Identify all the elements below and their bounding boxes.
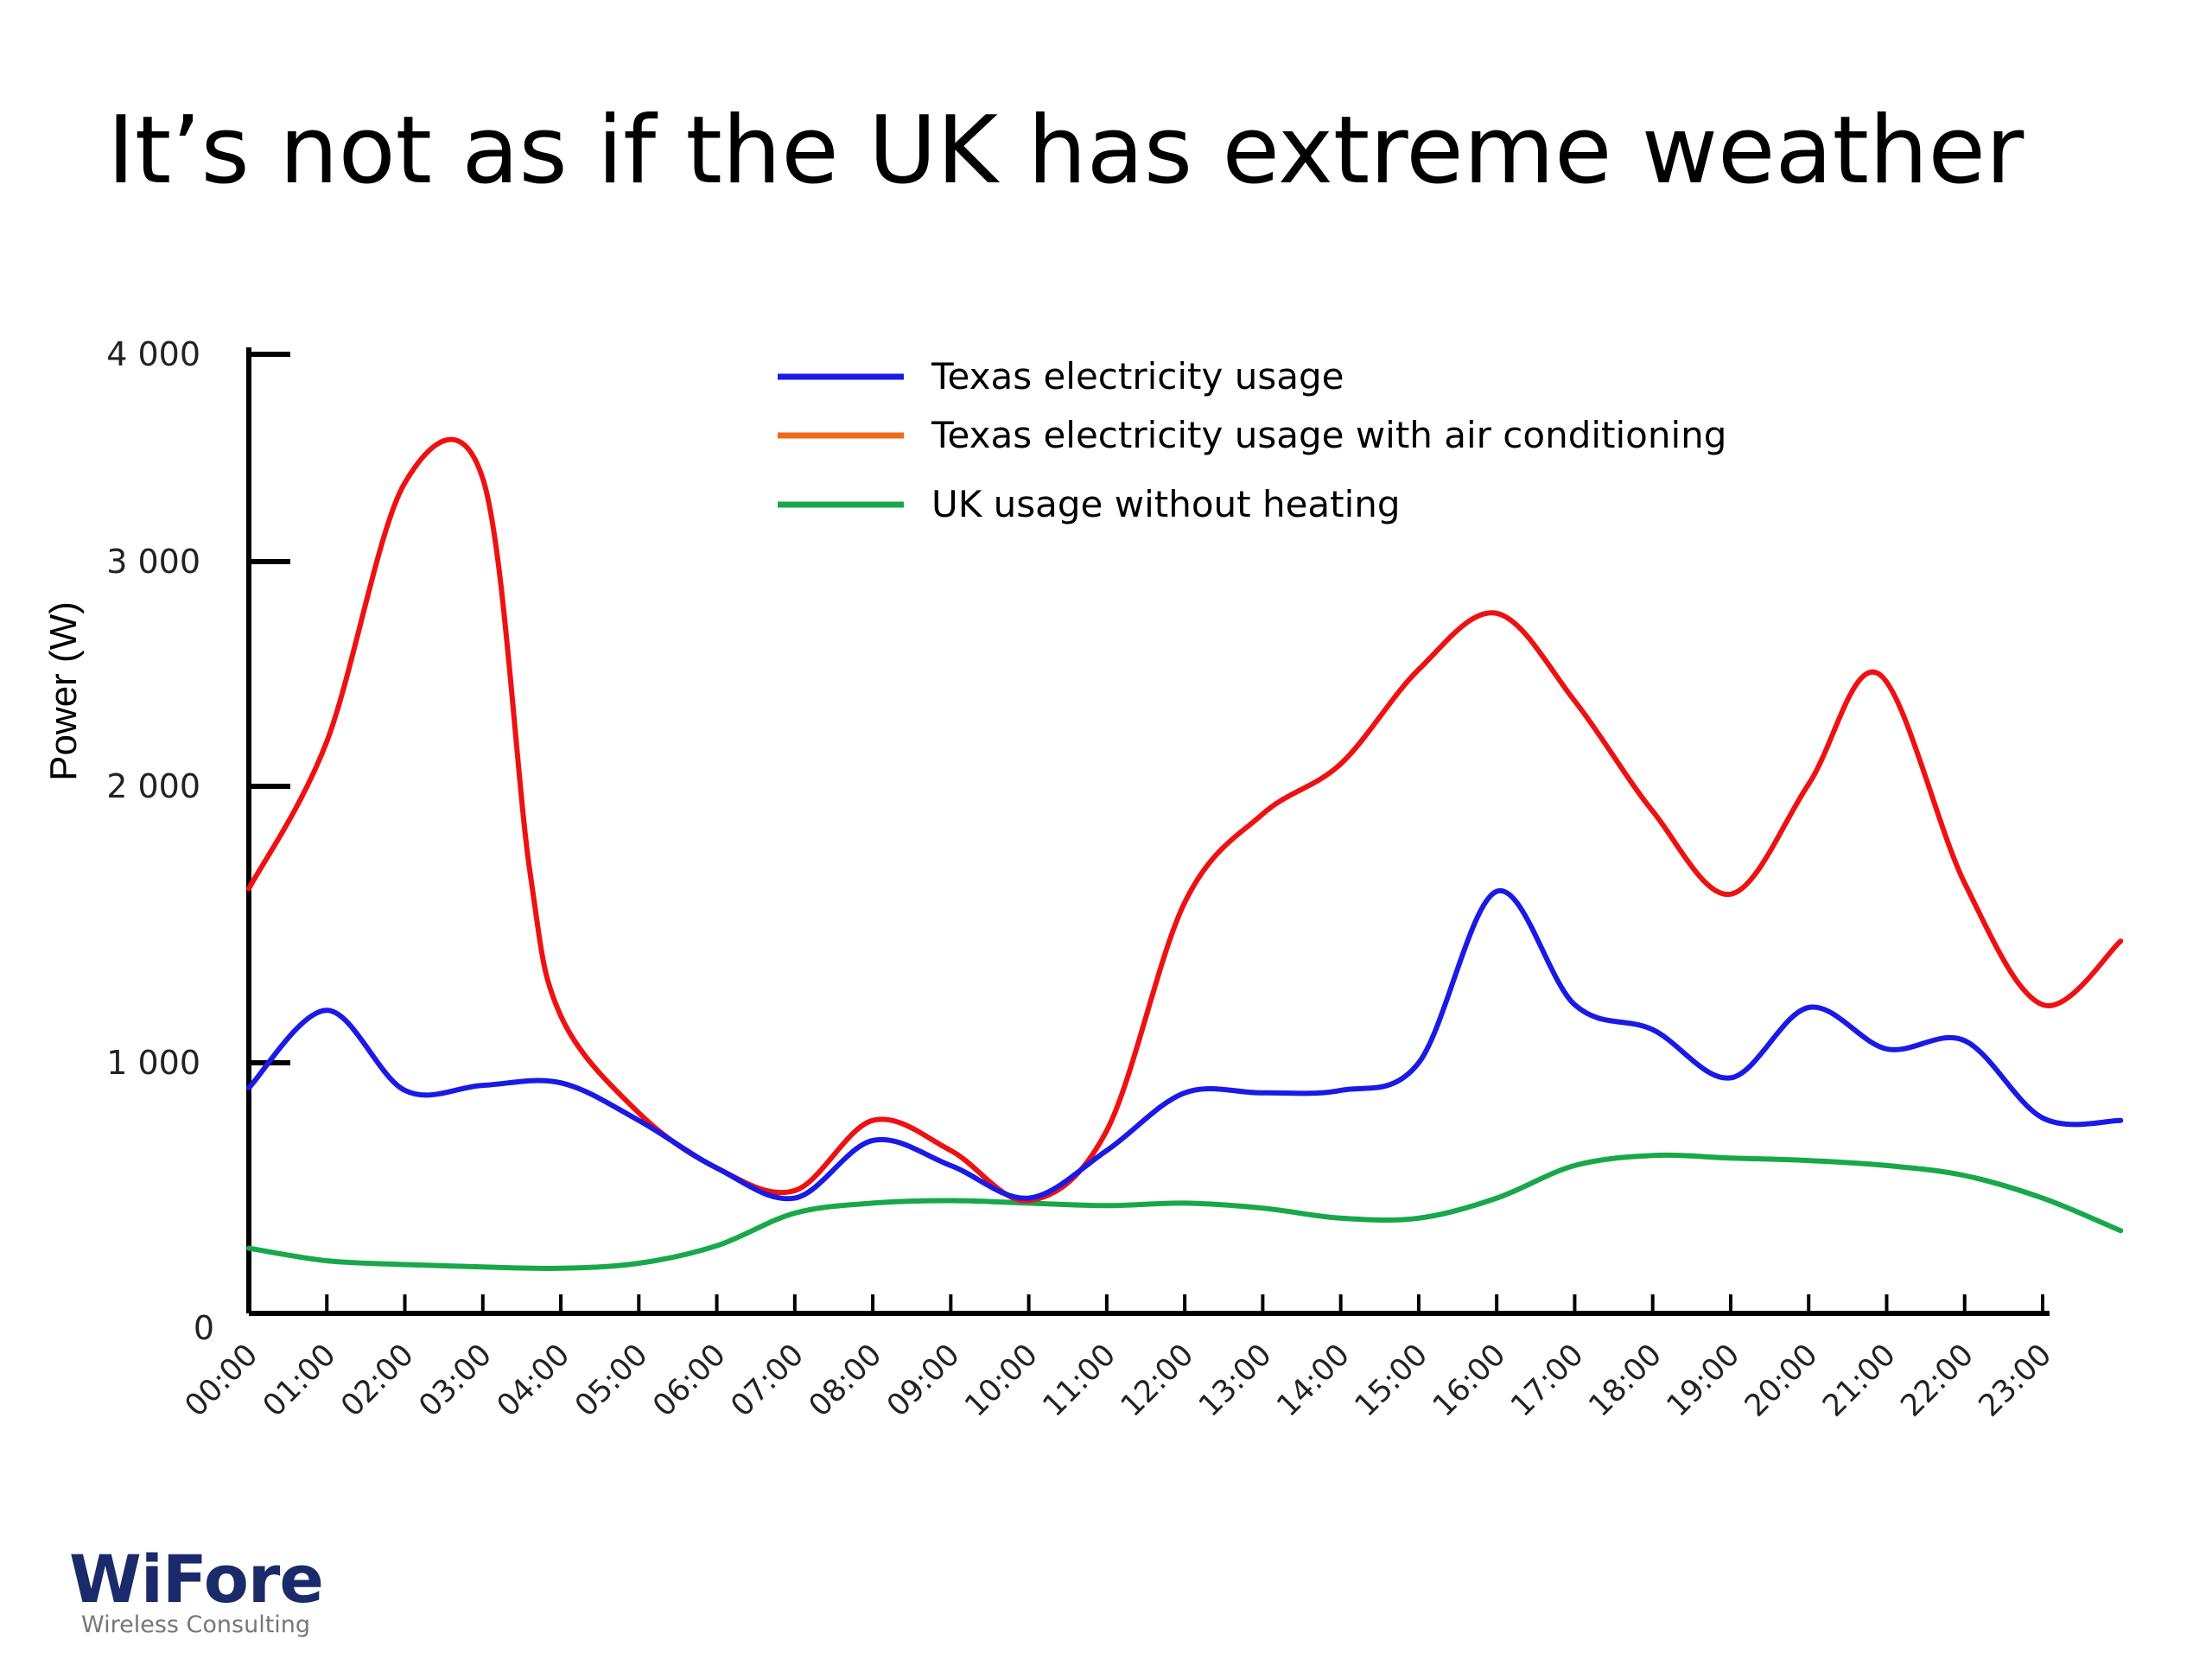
x-tick-label: 15:00 (1349, 1338, 1435, 1424)
series-line-texas-electricity-usage-with-air-conditioning (246, 436, 2124, 1204)
x-tick-label: 01:00 (257, 1338, 343, 1424)
slide-title: It’s not as if the UK has extreme weathe… (107, 97, 2024, 205)
x-tick-label: 02:00 (334, 1338, 421, 1424)
x-tick-label: 08:00 (803, 1338, 889, 1424)
x-tick-label: 12:00 (1115, 1338, 1201, 1424)
logo-name: WiFore (69, 1541, 324, 1618)
x-tick-label: 04:00 (491, 1338, 577, 1424)
x-tick-label: 05:00 (569, 1338, 655, 1424)
logo-tagline: Wireless Consulting (81, 1611, 311, 1638)
y-tick-label: 3 000 (106, 543, 200, 581)
x-tick-label: 07:00 (725, 1338, 811, 1424)
legend-label: Texas electricity usage with air conditi… (931, 414, 1726, 456)
x-tick-label: 03:00 (413, 1338, 499, 1424)
legend-label: Texas electricity usage (931, 355, 1344, 397)
wifore-logo: WiFore Wireless Consulting (69, 1541, 324, 1638)
x-tick-label: 23:00 (1973, 1338, 2059, 1424)
series-line-uk-usage-without-heating (246, 1152, 2124, 1271)
x-tick-label: 14:00 (1270, 1338, 1357, 1424)
chart-legend: Texas electricity usage Texas electricity… (778, 355, 1726, 525)
x-tick-label: 19:00 (1661, 1338, 1747, 1424)
x-tick-label: 00:00 (179, 1338, 265, 1424)
x-tick-label: 16:00 (1427, 1338, 1513, 1424)
y-axis-label: Power (W) (42, 601, 85, 781)
y-tick-label: 0 (194, 1309, 214, 1347)
x-tick-label: 22:00 (1894, 1338, 1980, 1424)
x-tick-label: 17:00 (1504, 1338, 1591, 1424)
x-tick-label: 20:00 (1738, 1338, 1825, 1424)
x-tick-label: 21:00 (1816, 1338, 1903, 1424)
x-tick-label: 13:00 (1192, 1338, 1279, 1424)
x-tick-label: 11:00 (1037, 1338, 1123, 1424)
y-tick-label: 2 000 (106, 767, 200, 805)
x-tick-label: 10:00 (958, 1338, 1045, 1424)
x-tick-label: 06:00 (646, 1338, 733, 1424)
y-tick-label: 4 000 (106, 335, 200, 373)
legend-label: UK usage without heating (931, 483, 1401, 525)
x-tick-label: 18:00 (1582, 1338, 1669, 1424)
y-tick-label: 1 000 (106, 1044, 200, 1082)
x-tick-label: 09:00 (880, 1338, 967, 1424)
series-line-texas-electricity-usage (246, 888, 2124, 1202)
chart-series (246, 436, 2124, 1271)
